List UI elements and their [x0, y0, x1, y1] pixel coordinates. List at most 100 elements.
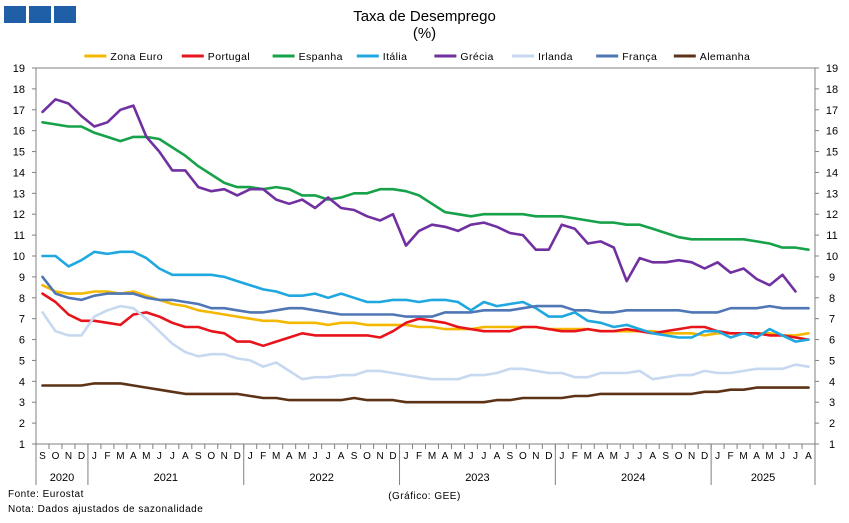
- x-month-label: F: [572, 451, 578, 462]
- x-month-label: M: [298, 451, 306, 462]
- series-line-alemanha: [41, 382, 810, 404]
- legend-label: Portugal: [208, 51, 250, 63]
- x-year-label: 2023: [465, 472, 489, 484]
- y-tick-label-left: 18: [13, 84, 25, 96]
- x-month-label: A: [286, 451, 293, 462]
- y-tick-label-left: 2: [19, 418, 25, 430]
- y-tick-label-right: 13: [826, 188, 838, 200]
- x-month-label: J: [157, 451, 162, 462]
- y-tick-label-left: 14: [13, 167, 25, 179]
- x-month-label: S: [195, 451, 202, 462]
- x-year-label: 2022: [309, 472, 333, 484]
- x-month-label: M: [142, 451, 150, 462]
- chart-title: Taxa de Desemprego: [353, 8, 496, 25]
- x-month-label: F: [104, 451, 110, 462]
- legend-label: Grécia: [460, 51, 493, 63]
- x-month-label: N: [376, 451, 383, 462]
- chart-subtitle: (%): [412, 25, 437, 42]
- x-month-label: D: [545, 451, 552, 462]
- y-tick-label-left: 5: [19, 355, 25, 367]
- x-year-label: 2025: [751, 472, 775, 484]
- x-month-label: J: [637, 451, 642, 462]
- x-month-label: D: [78, 451, 85, 462]
- series-line-franca: [41, 275, 810, 318]
- y-tick-label-right: 16: [826, 126, 838, 138]
- y-tick-label-right: 9: [829, 272, 835, 284]
- x-month-label: A: [753, 451, 760, 462]
- x-month-label: O: [675, 451, 683, 462]
- y-tick-label-right: 2: [829, 418, 835, 430]
- legend-label: Alemanha: [700, 51, 750, 63]
- series-line-grecia: [41, 98, 797, 293]
- x-year-label: 2021: [154, 472, 178, 484]
- x-month-label: S: [507, 451, 514, 462]
- y-tick-label-left: 4: [19, 376, 25, 388]
- logo-block-1: [4, 6, 26, 23]
- x-month-label: F: [728, 451, 734, 462]
- y-tick-label-right: 11: [826, 230, 837, 242]
- x-month-label: J: [404, 451, 409, 462]
- gee-logo: [4, 6, 76, 23]
- x-month-label: O: [52, 451, 60, 462]
- x-month-label: J: [715, 451, 720, 462]
- x-month-label: J: [313, 451, 318, 462]
- legend-label: Itália: [383, 51, 408, 63]
- x-month-label: A: [805, 451, 812, 462]
- x-month-label: N: [65, 451, 72, 462]
- x-month-label: S: [39, 451, 46, 462]
- source-note: Fonte: Eurostat: [8, 489, 84, 500]
- x-month-label: J: [248, 451, 253, 462]
- y-tick-label-left: 19: [13, 63, 25, 75]
- y-tick-label-right: 14: [826, 167, 838, 179]
- x-month-label: A: [442, 451, 449, 462]
- y-tick-label-right: 6: [829, 335, 835, 347]
- x-year-label: 2020: [50, 472, 74, 484]
- x-month-label: M: [454, 451, 462, 462]
- y-tick-label-left: 13: [13, 188, 25, 200]
- legend-label: Zona Euro: [110, 51, 163, 63]
- logo-block-2: [29, 6, 51, 23]
- y-tick-label-left: 11: [14, 230, 25, 242]
- x-month-label: A: [130, 451, 137, 462]
- y-tick-label-right: 3: [829, 397, 835, 409]
- x-month-label: J: [793, 451, 798, 462]
- y-tick-label-right: 1: [829, 439, 835, 451]
- x-month-label: J: [170, 451, 175, 462]
- x-month-label: J: [780, 451, 785, 462]
- legend-label: França: [622, 51, 657, 63]
- series-line-portugal: [41, 292, 810, 348]
- legend-label: Espanha: [299, 51, 343, 63]
- x-month-label: M: [610, 451, 618, 462]
- y-tick-label-left: 9: [19, 272, 25, 284]
- logo-block-3: [54, 6, 76, 23]
- series-line-irlanda: [41, 304, 810, 381]
- y-tick-label-right: 15: [826, 147, 838, 159]
- x-year-label: 2024: [621, 472, 645, 484]
- y-tick-label-right: 18: [826, 84, 838, 96]
- legend-label: Irlanda: [538, 51, 573, 63]
- x-month-label: J: [559, 451, 564, 462]
- graph-credit: (Gráfico: GEE): [388, 491, 461, 502]
- x-month-label: O: [207, 451, 215, 462]
- x-month-label: F: [416, 451, 422, 462]
- y-tick-label-right: 19: [826, 63, 838, 75]
- x-month-label: J: [468, 451, 473, 462]
- series-line-italia: [41, 250, 810, 343]
- y-tick-label-right: 8: [829, 293, 835, 305]
- x-month-label: A: [649, 451, 656, 462]
- x-month-label: J: [481, 451, 486, 462]
- x-month-label: J: [624, 451, 629, 462]
- x-month-label: A: [182, 451, 189, 462]
- x-month-label: A: [597, 451, 604, 462]
- x-month-label: D: [234, 451, 241, 462]
- y-tick-label-left: 8: [19, 293, 25, 305]
- series-line-espanha: [41, 121, 810, 251]
- x-month-label: A: [338, 451, 345, 462]
- adjustment-note: Nota: Dados ajustados de sazonalidade: [8, 504, 204, 515]
- x-month-label: M: [584, 451, 592, 462]
- x-month-label: M: [116, 451, 124, 462]
- y-tick-label-left: 10: [13, 251, 25, 263]
- x-month-label: D: [701, 451, 708, 462]
- x-month-label: N: [688, 451, 695, 462]
